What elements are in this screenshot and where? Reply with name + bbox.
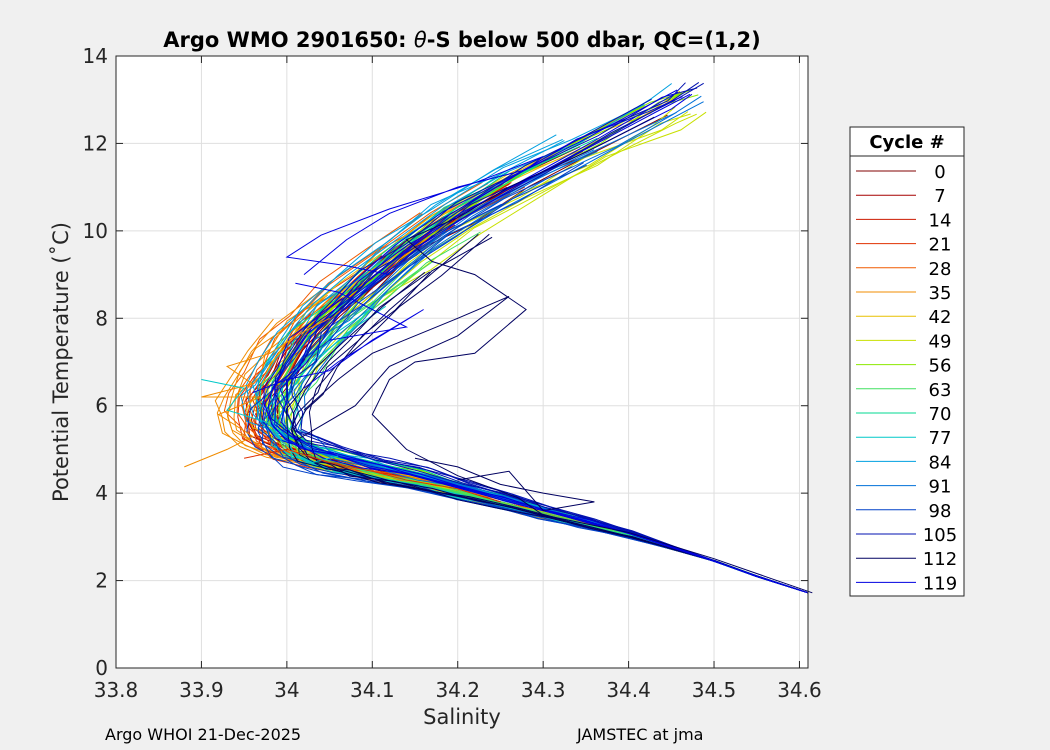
y-tick-label: 6 bbox=[95, 394, 108, 418]
profile-line-extra bbox=[243, 448, 501, 503]
legend-label: 91 bbox=[929, 477, 952, 498]
y-tick-label: 12 bbox=[83, 131, 108, 155]
profile-line-extra bbox=[295, 295, 510, 442]
profile-line-cycle-119 bbox=[279, 93, 809, 594]
legend-label: 56 bbox=[929, 356, 952, 377]
x-tick-label: 34.5 bbox=[692, 678, 737, 702]
profile-line-extra bbox=[414, 457, 595, 512]
profile-lines bbox=[184, 81, 813, 594]
title-suffix: -S below 500 dbar, QC=(1,2) bbox=[427, 28, 761, 52]
legend: Cycle # 0 7 14 21 28 35 42 49 56 63 70 77 84 91 98 105 1… bbox=[849, 126, 965, 597]
legend-label: 0 bbox=[934, 162, 945, 183]
profile-line-extra bbox=[184, 317, 330, 468]
legend-label: 119 bbox=[923, 573, 957, 594]
x-tick-label: 34 bbox=[274, 678, 299, 702]
profile-line-extra bbox=[295, 282, 409, 341]
y-tick-label: 4 bbox=[95, 481, 108, 505]
axis-ticks: 33.8 33.9 34 34.1 34.2 34.3 34.4 34.5 34.6 0 2 4 6 8 1… bbox=[83, 44, 822, 702]
plot-frame bbox=[115, 55, 809, 669]
x-axis-label: Salinity bbox=[423, 705, 501, 729]
chart-title: Argo WMO 2901650: θ-S below 500 dbar, QC… bbox=[163, 28, 760, 52]
x-tick-label: 33.8 bbox=[94, 678, 139, 702]
profile-line-extra bbox=[201, 379, 339, 464]
legend-label: 112 bbox=[923, 549, 957, 570]
x-tick-label: 34.1 bbox=[350, 678, 395, 702]
footer-left-text: Argo WHOI 21-Dec-2025 bbox=[105, 725, 302, 744]
legend-label: 7 bbox=[934, 186, 945, 207]
y-axis-label: Potential Temperature (˚C) bbox=[49, 222, 73, 502]
plot-area bbox=[116, 56, 808, 668]
legend-label: 84 bbox=[929, 452, 952, 473]
x-tick-label: 34.3 bbox=[521, 678, 566, 702]
legend-label: 77 bbox=[929, 428, 952, 449]
profile-line-extra bbox=[252, 309, 424, 394]
footer-right-text: JAMSTEC at jma bbox=[577, 725, 704, 744]
title-theta: θ bbox=[414, 28, 427, 52]
legend-label: 105 bbox=[923, 525, 957, 546]
legend-box bbox=[849, 126, 965, 597]
y-tick-label: 0 bbox=[95, 656, 108, 680]
y-tick-label: 2 bbox=[95, 569, 108, 593]
legend-label: 21 bbox=[929, 235, 952, 256]
profile-line-cycle-105 bbox=[291, 82, 809, 594]
legend-label: 28 bbox=[929, 259, 952, 280]
legend-title: Cycle # bbox=[869, 132, 944, 153]
legend-label: 49 bbox=[929, 331, 952, 352]
y-tick-label: 10 bbox=[83, 219, 108, 243]
legend-entries: 0 7 14 21 28 35 42 49 56 63 70 77 84 91 98 105 112 119 bbox=[856, 162, 957, 594]
y-tick-label: 14 bbox=[83, 44, 108, 68]
title-prefix: Argo WMO 2901650: bbox=[163, 28, 414, 52]
profile-line-extra bbox=[371, 116, 813, 594]
y-tick-label: 8 bbox=[95, 306, 108, 330]
x-tick-label: 34.6 bbox=[777, 678, 822, 702]
profile-line-extra bbox=[285, 156, 544, 276]
legend-label: 70 bbox=[929, 404, 952, 425]
x-tick-label: 34.4 bbox=[606, 678, 651, 702]
legend-label: 35 bbox=[929, 283, 952, 304]
legend-label: 14 bbox=[929, 210, 952, 231]
x-tick-label: 33.9 bbox=[179, 678, 224, 702]
legend-label: 63 bbox=[929, 380, 952, 401]
x-tick-label: 34.2 bbox=[435, 678, 480, 702]
legend-label: 42 bbox=[929, 307, 952, 328]
legend-label: 98 bbox=[929, 501, 952, 522]
